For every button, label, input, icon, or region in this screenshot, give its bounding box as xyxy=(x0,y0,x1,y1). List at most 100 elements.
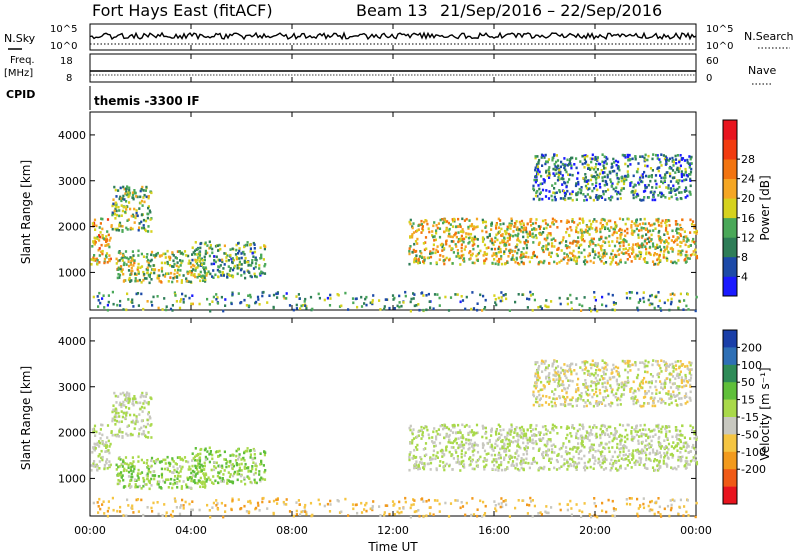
data-cell xyxy=(695,295,698,299)
data-cell xyxy=(639,255,642,258)
data-cell xyxy=(622,453,625,457)
data-cell xyxy=(605,252,608,256)
data-cell xyxy=(438,235,442,239)
data-cell xyxy=(172,254,175,257)
data-cell xyxy=(434,238,437,242)
data-cell xyxy=(469,463,472,466)
data-cell xyxy=(680,172,683,176)
data-cell xyxy=(451,218,454,221)
data-cell xyxy=(497,453,500,457)
data-cell xyxy=(120,476,123,479)
data-cell xyxy=(555,252,558,256)
data-cell xyxy=(227,471,230,474)
data-cell xyxy=(624,234,627,238)
data-cell xyxy=(215,461,218,465)
data-cell xyxy=(119,510,122,513)
data-cell xyxy=(189,468,192,471)
data-cell xyxy=(565,376,568,380)
data-cell xyxy=(545,245,548,249)
data-cell xyxy=(530,430,533,433)
data-cell xyxy=(670,506,673,510)
data-cell xyxy=(450,446,453,449)
data-cell xyxy=(247,294,250,297)
data-cell xyxy=(514,300,517,304)
data-cell xyxy=(649,167,653,170)
data-cell xyxy=(285,292,288,295)
data-cell xyxy=(150,397,153,401)
data-cell xyxy=(547,305,550,309)
data-cell xyxy=(607,498,610,502)
data-cell xyxy=(552,443,555,447)
data-cell xyxy=(666,298,670,302)
data-cell xyxy=(115,205,118,209)
data-cell xyxy=(120,410,123,413)
data-cell xyxy=(522,252,525,256)
data-cell xyxy=(589,243,592,246)
data-cell xyxy=(129,263,133,266)
data-cell xyxy=(156,274,159,278)
data-cell xyxy=(200,481,203,484)
data-cell xyxy=(96,465,99,468)
data-cell xyxy=(555,458,558,462)
data-cell xyxy=(433,293,437,296)
data-cell xyxy=(554,168,557,172)
data-cell xyxy=(109,442,112,446)
data-cell xyxy=(616,442,619,446)
data-cell xyxy=(420,429,423,432)
data-cell xyxy=(650,175,653,179)
data-cell xyxy=(533,178,536,182)
data-cell xyxy=(531,434,534,437)
data-cell xyxy=(450,247,453,250)
data-cell xyxy=(691,426,695,429)
data-cell xyxy=(156,251,159,255)
data-cell xyxy=(626,227,629,231)
data-cell xyxy=(436,432,439,436)
data-cell xyxy=(515,258,518,261)
data-cell xyxy=(635,227,638,231)
data-cell xyxy=(175,300,178,303)
data-cell xyxy=(687,162,690,165)
data-cell xyxy=(118,197,121,201)
data-cell xyxy=(601,461,604,465)
data-cell xyxy=(591,250,594,253)
data-cell xyxy=(623,154,626,157)
data-cell xyxy=(681,424,684,428)
data-cell xyxy=(455,235,458,239)
data-cell xyxy=(238,266,241,270)
data-cell xyxy=(638,299,642,302)
data-cell xyxy=(435,437,438,441)
data-cell xyxy=(117,395,120,398)
data-cell xyxy=(93,460,96,463)
data-cell xyxy=(117,457,120,460)
data-cell xyxy=(663,451,666,455)
data-cell xyxy=(632,185,635,189)
data-cell xyxy=(216,302,220,305)
data-cell xyxy=(494,504,497,507)
data-cell xyxy=(655,182,658,186)
data-cell xyxy=(609,468,612,472)
data-cell xyxy=(182,458,185,462)
data-cell xyxy=(97,511,100,514)
data-cell xyxy=(618,447,621,451)
data-cell xyxy=(505,231,508,234)
data-cell xyxy=(627,459,630,462)
data-cell xyxy=(648,446,651,450)
data-cell xyxy=(98,234,101,237)
data-cell xyxy=(653,222,656,226)
data-cell xyxy=(146,472,149,476)
data-cell xyxy=(427,292,430,296)
data-cell xyxy=(668,191,671,194)
data-cell xyxy=(428,300,431,303)
data-cell xyxy=(422,500,425,503)
data-cell xyxy=(570,507,573,510)
data-cell xyxy=(609,219,612,223)
data-cell xyxy=(491,447,494,451)
data-cell xyxy=(548,190,551,193)
data-cell xyxy=(581,217,584,221)
data-cell xyxy=(506,431,509,435)
data-cell xyxy=(119,473,122,477)
data-cell xyxy=(660,427,663,431)
data-cell xyxy=(626,258,629,261)
data-cell xyxy=(663,507,666,511)
data-cell xyxy=(216,508,220,511)
